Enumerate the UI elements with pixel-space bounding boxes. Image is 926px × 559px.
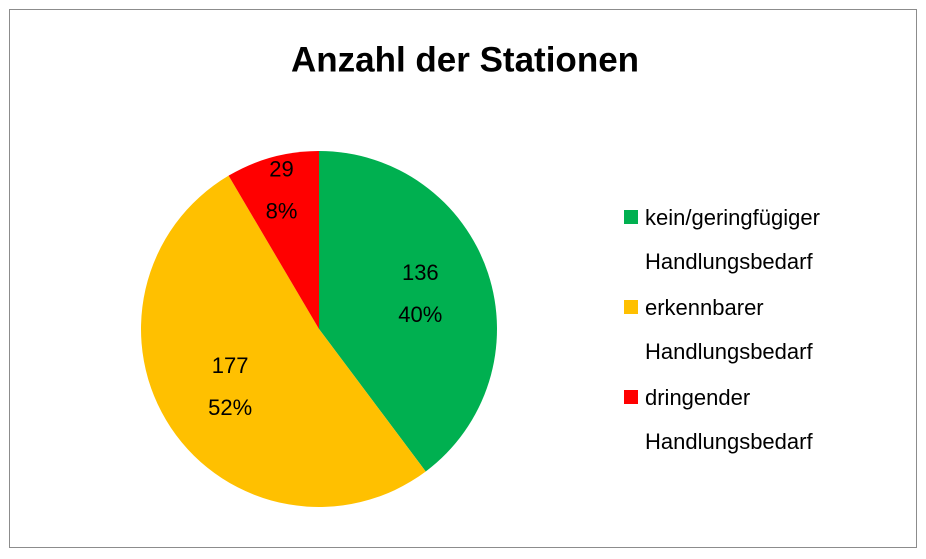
pie-slice (228, 151, 319, 329)
legend-item: kein/geringfügiger Handlungsbedarf (624, 196, 894, 284)
chart-title: Anzahl der Stationen (291, 40, 639, 79)
legend-swatch (624, 390, 638, 404)
legend-label: kein/geringfügiger Handlungsbedarf (645, 205, 820, 274)
data-label-value: 29 (269, 156, 293, 181)
data-label-value: 136 (402, 260, 439, 285)
legend: kein/geringfügiger Handlungsbedarf erkenn… (624, 196, 894, 466)
legend-item: dringender Handlungsbedarf (624, 376, 894, 464)
data-label-percent: 52% (208, 395, 252, 420)
pie-slice (319, 151, 497, 472)
data-label-percent: 40% (398, 302, 442, 327)
legend-label: dringender Handlungsbedarf (645, 385, 813, 454)
chart-frame (9, 9, 917, 548)
data-label-percent: 8% (266, 198, 298, 223)
legend-item: erkennbarer Handlungsbedarf (624, 286, 894, 374)
legend-label: erkennbarer Handlungsbedarf (645, 295, 813, 364)
legend-swatch (624, 300, 638, 314)
pie-slice (141, 175, 426, 508)
legend-swatch (624, 210, 638, 224)
data-label-value: 177 (212, 353, 249, 378)
